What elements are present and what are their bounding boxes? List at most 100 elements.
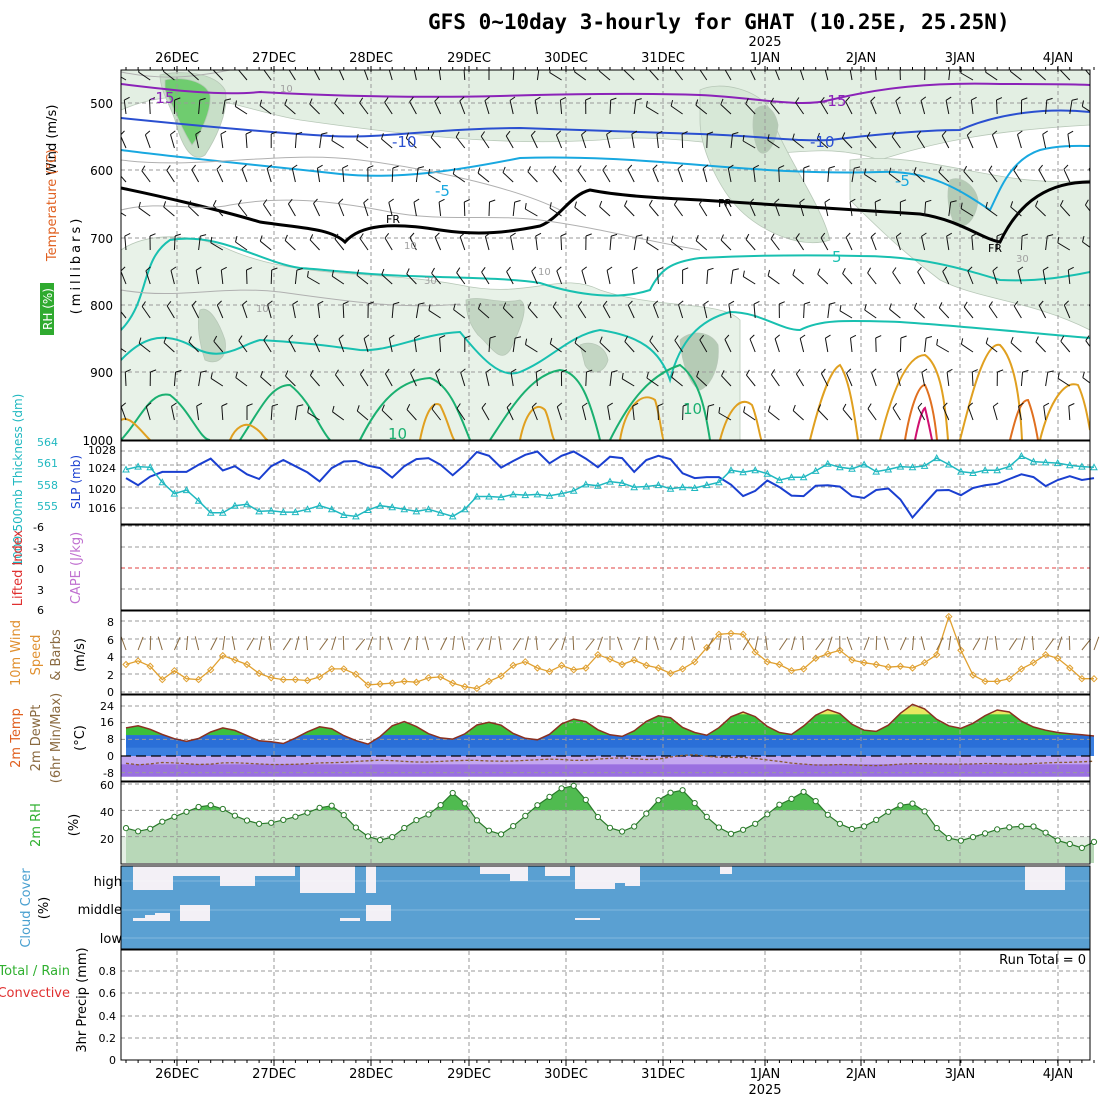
wind10-barb <box>282 638 292 651</box>
wind-barb-flag <box>409 232 415 238</box>
wind-barb-flag <box>577 301 583 307</box>
wind-barb <box>871 372 877 387</box>
wind-barb-flag <box>166 165 171 171</box>
panel-frame <box>120 610 1091 695</box>
wind-barb-flag <box>259 99 263 106</box>
wind-barb-flag <box>724 63 728 68</box>
wind-barb-flag <box>867 403 872 409</box>
rh2m-marker <box>740 826 747 833</box>
wind-barb <box>406 409 417 421</box>
wind-barb-flag <box>191 300 197 306</box>
wind10-marker <box>654 664 663 672</box>
wind-barb <box>892 407 901 421</box>
rh2m-marker <box>824 811 831 818</box>
wind-barb <box>670 105 683 115</box>
wind10-marker <box>412 678 421 686</box>
wind-barb <box>549 207 562 217</box>
wind-barb <box>241 304 248 319</box>
wind-barb <box>1045 372 1049 387</box>
top-date-27DEC: 27DEC <box>252 51 296 66</box>
wind-barb-flag <box>535 368 542 373</box>
wind-barb-flag <box>845 232 851 238</box>
rh2m-marker <box>340 812 347 819</box>
wind-barb <box>899 337 902 353</box>
wind-barb-flag <box>920 96 927 101</box>
wind-barb <box>291 168 296 183</box>
wind-barb-flag <box>921 368 928 373</box>
thickness-marker <box>388 503 397 511</box>
cloud-cover-panel <box>121 866 1090 949</box>
cloud-high-bar <box>300 866 355 893</box>
rh2m-marker <box>159 818 166 825</box>
wind-barb <box>456 408 466 421</box>
wind-barb <box>555 134 563 149</box>
wind-barb-flag <box>913 167 917 173</box>
wind-barb-flag <box>967 402 974 408</box>
wind-barb-flag <box>477 167 481 174</box>
wind-barb-flag <box>770 233 775 240</box>
wind-barb <box>552 306 562 319</box>
wind10-barb <box>268 636 272 651</box>
wind-barb <box>413 202 417 217</box>
wind10-marker <box>243 660 251 669</box>
contour-label-fr-c: FR <box>988 242 1002 255</box>
wind-barb-flag <box>114 338 115 344</box>
bottom-date-4JAN: 4JAN <box>1043 1067 1074 1082</box>
wind-barb <box>463 70 466 81</box>
wind-barb-flag <box>235 371 238 378</box>
upper-tick-600: 600 <box>90 164 113 178</box>
wind-barb-flag <box>191 164 196 171</box>
thickness-line <box>125 455 1095 518</box>
wind-barb-flag <box>850 334 857 339</box>
wind10-marker <box>787 666 796 675</box>
wind-barb-flag <box>381 404 385 411</box>
wind-barb-flag <box>309 234 314 241</box>
wind-barb <box>599 206 611 217</box>
wind-barb-flag <box>871 368 877 374</box>
wind10-marker <box>751 648 759 656</box>
wind-barb-flag <box>950 200 957 203</box>
wind-barb-flag <box>581 130 587 136</box>
wind-barb <box>913 172 925 183</box>
wind-barb-flag <box>245 131 252 135</box>
wind10-barb <box>691 636 696 651</box>
cloud-high-bar <box>133 866 173 890</box>
temp-label-units: (°C) <box>73 725 88 751</box>
wind10-barb <box>846 636 853 651</box>
wind-barb <box>892 272 901 285</box>
wind-barb-flag <box>1046 97 1053 101</box>
wind-barb-flag <box>971 232 978 237</box>
cloud-level-high: high <box>94 875 122 890</box>
wind-barb <box>730 270 734 285</box>
wind-barb <box>770 374 780 387</box>
wind-barb <box>559 100 563 115</box>
wind-barb-flag <box>724 198 729 204</box>
wind-barb <box>453 173 466 183</box>
wind-barb-flag <box>489 199 496 203</box>
wind-tick-6: 6 <box>107 634 114 647</box>
wind-barb-flag <box>824 198 831 203</box>
rh2m-marker <box>268 819 275 826</box>
wind-barb <box>992 270 998 285</box>
wind-barb-flag <box>530 130 536 136</box>
wind10-barb <box>173 636 181 651</box>
top-date-2JAN: 2JAN <box>846 51 877 66</box>
wind-barb <box>624 341 635 353</box>
wind-barb <box>198 100 201 115</box>
rh2m-marker <box>727 830 735 837</box>
top-date-30DEC: 30DEC <box>544 51 588 66</box>
wind-barb-flag <box>649 335 654 342</box>
cloud-high-bar <box>366 866 376 893</box>
wind-barb <box>1069 100 1073 115</box>
wind-barb <box>338 202 345 217</box>
thickness-marker <box>787 473 796 481</box>
precip-tick-0: 0 <box>109 1054 116 1067</box>
wind-barb <box>121 311 127 319</box>
wind-barb-flag <box>216 164 222 170</box>
wind-barb-flag <box>657 403 664 407</box>
wind-barb-flag <box>606 130 612 135</box>
wind10-barb <box>742 637 751 651</box>
wind-barb-flag <box>195 130 201 135</box>
thickness-marker <box>243 500 251 508</box>
wind-barb <box>309 239 320 251</box>
